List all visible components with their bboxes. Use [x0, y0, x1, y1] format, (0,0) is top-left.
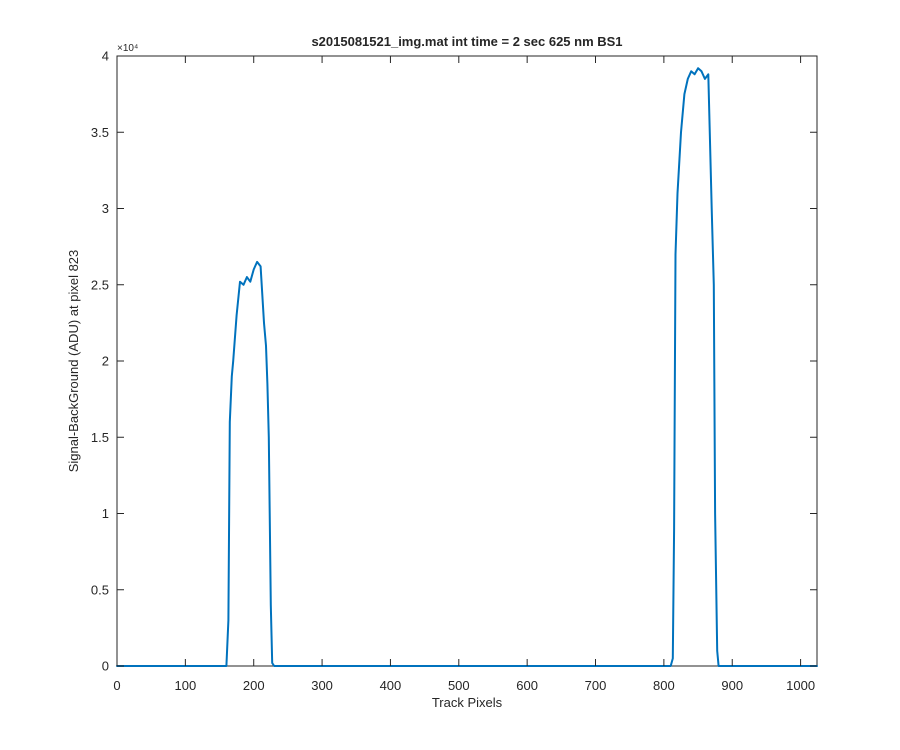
y-axis-label: Signal-BackGround (ADU) at pixel 823 [66, 250, 81, 473]
y-tick-label: 0.5 [91, 582, 109, 597]
x-tick-label: 0 [113, 678, 120, 693]
x-tick-label: 100 [175, 678, 197, 693]
x-tick-label: 200 [243, 678, 265, 693]
axis-ticks: 0 100 200 300 400 500 600 700 800 900 1000 0 0.5 1 1.5… [91, 49, 817, 693]
x-tick-label: 400 [380, 678, 402, 693]
x-axis-label: Track Pixels [432, 695, 503, 710]
y-tick-label: 4 [102, 49, 109, 64]
x-tick-label: 800 [653, 678, 675, 693]
x-tick-label: 500 [448, 678, 470, 693]
x-tick-label: 1000 [786, 678, 815, 693]
y-tick-label: 3.5 [91, 125, 109, 140]
chart-title: s2015081521_img.mat int time = 2 sec 625… [311, 34, 622, 49]
y-tick-label: 2 [102, 354, 109, 369]
x-tick-label: 600 [516, 678, 538, 693]
y-tick-label: 3 [102, 201, 109, 216]
x-tick-label: 900 [721, 678, 743, 693]
y-tick-label: 2.5 [91, 277, 109, 292]
x-tick-label: 700 [585, 678, 607, 693]
plot-area [116, 55, 818, 667]
series-line [116, 67, 818, 667]
y-tick-label: 1.5 [91, 430, 109, 445]
x-tick-label: 300 [311, 678, 333, 693]
y-multiplier-label: ×10⁴ [117, 43, 138, 54]
y-tick-label: 1 [102, 506, 109, 521]
y-tick-label: 0 [102, 659, 109, 674]
data-lines [116, 67, 818, 667]
